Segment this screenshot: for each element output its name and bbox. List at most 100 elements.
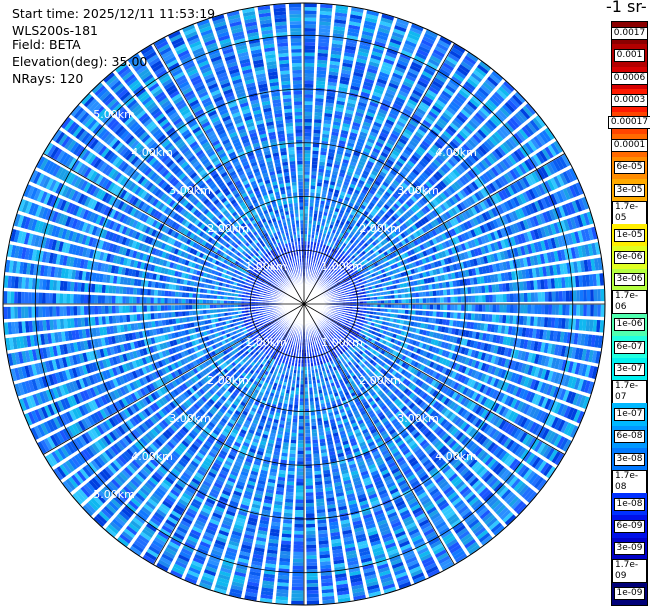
ray-gate	[330, 131, 339, 137]
ray-gate	[304, 69, 315, 74]
ray-gate	[346, 171, 353, 177]
ray-gate	[435, 138, 446, 147]
ray-gate	[340, 245, 345, 250]
ray-gate	[313, 213, 318, 218]
ray-gate	[448, 140, 459, 150]
ray-gate	[353, 189, 361, 195]
ray-gate	[310, 181, 316, 186]
ray-gate	[475, 163, 484, 173]
ray-gate	[486, 75, 499, 87]
ray-gate	[398, 137, 408, 145]
ray-gate	[348, 252, 353, 257]
ray-gate	[365, 163, 373, 170]
ray-gate	[332, 270, 336, 275]
ray-gate	[384, 190, 391, 198]
ray-gate	[424, 29, 438, 39]
ray-gate	[534, 304, 539, 315]
ray-gate	[521, 125, 532, 138]
ray-gate	[304, 157, 311, 161]
ray-gate	[304, 230, 308, 235]
ray-gate	[495, 283, 500, 293]
ray-gate	[347, 27, 360, 34]
ray-gate	[391, 149, 400, 157]
ray-gate	[371, 124, 381, 131]
ray-gate	[462, 143, 472, 153]
ray-gate	[495, 293, 500, 303]
ray-gate	[437, 117, 448, 127]
ray-gate	[447, 52, 460, 63]
ray-gate	[431, 125, 441, 135]
ray-gate	[472, 149, 482, 160]
ray-gate	[427, 110, 438, 120]
ray-gate	[357, 179, 365, 186]
ray-gate	[311, 157, 318, 162]
ray-gate	[317, 42, 329, 47]
ray-gate	[304, 199, 309, 203]
ray-gate	[431, 143, 441, 153]
ray-gate	[494, 111, 505, 123]
ray-gate	[320, 144, 328, 149]
ray-gate	[332, 265, 337, 270]
ray-gate	[481, 104, 493, 115]
ray-gate	[413, 86, 425, 95]
ray-gate	[357, 160, 366, 167]
ray-gate	[532, 117, 543, 130]
ray-gate	[473, 92, 485, 103]
ray-gate	[446, 124, 457, 134]
ray-gate	[446, 311, 451, 318]
ray-gate	[444, 84, 456, 94]
ray-gate	[330, 268, 335, 273]
ray-gate	[307, 227, 312, 231]
ray-gate	[441, 90, 452, 100]
ray-gate	[348, 261, 353, 267]
ray-gate	[491, 283, 496, 293]
ray-gate	[429, 304, 434, 310]
ray-gate	[600, 288, 605, 302]
ray-gate	[467, 182, 476, 193]
ray-gate	[340, 165, 347, 171]
ray-gate	[332, 29, 345, 35]
ray-gate	[416, 176, 424, 185]
ray-gate	[406, 142, 416, 151]
ray-gate	[304, 41, 316, 46]
ray-gate	[304, 14, 317, 18]
ray-gate	[319, 151, 327, 156]
ray-gate	[558, 304, 563, 316]
ray-gate	[323, 208, 329, 213]
ray-gate	[368, 101, 379, 108]
ray-gate	[432, 158, 442, 167]
ray-gate	[377, 173, 385, 181]
ray-gate	[324, 272, 328, 277]
ray-gate	[333, 163, 340, 169]
ray-gate	[363, 253, 369, 259]
ray-gate	[353, 68, 365, 74]
ray-gate	[346, 98, 357, 105]
ray-gate	[328, 184, 335, 189]
ray-gate	[345, 264, 350, 269]
ray-gate	[319, 7, 333, 12]
ray-gate	[467, 154, 477, 164]
ray-gate	[418, 160, 427, 168]
ray-gate	[498, 126, 509, 138]
ray-gate	[367, 64, 379, 71]
ray-gate	[377, 74, 389, 82]
ray-gate	[410, 61, 423, 70]
ray-gate	[467, 286, 472, 294]
ray-gate	[418, 174, 427, 182]
ray-gate	[327, 187, 334, 193]
ray-gate	[440, 304, 444, 310]
ray-gate	[493, 131, 504, 142]
ray-gate	[459, 161, 469, 171]
ray-gate	[380, 151, 389, 158]
ray-gate	[488, 73, 501, 85]
ray-gate	[356, 104, 366, 111]
ray-gate	[416, 48, 429, 57]
ray-gate	[394, 143, 404, 151]
ray-gate	[318, 165, 325, 170]
ray-gate	[431, 209, 438, 218]
ray-gate	[460, 127, 471, 137]
ray-gate	[534, 114, 546, 128]
ray-gate	[452, 153, 462, 163]
ray-gate	[485, 304, 490, 312]
ray-gate	[311, 153, 319, 158]
